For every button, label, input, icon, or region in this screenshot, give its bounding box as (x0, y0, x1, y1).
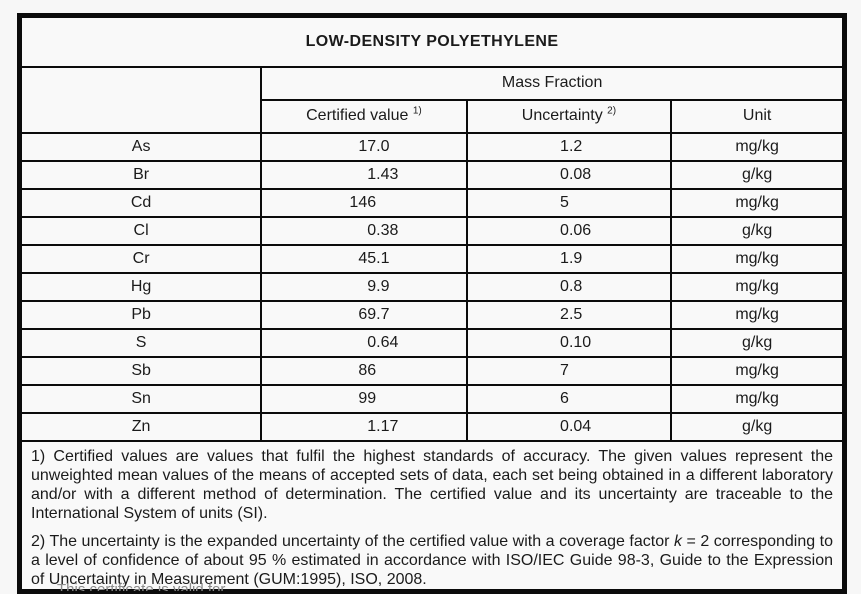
title-row: LOW-DENSITY POLYETHYLENE (18, 14, 846, 68)
certified-value-cell: 0.64 (260, 327, 468, 358)
table-row: Sb 86 7 mg/kg (18, 355, 846, 386)
table-row: Cr 45.1 1.9 mg/kg (18, 243, 846, 274)
certified-value-header: Certified value 1) (260, 98, 468, 134)
table-row: As 17.0 1.2 mg/kg (18, 131, 846, 162)
footnote-2-text-end: = 2 corresponding to a level of confiden… (31, 532, 833, 588)
certified-value-cell: 146 (260, 187, 468, 218)
footnote-1: 1) Certified values are values that fulf… (31, 447, 833, 522)
table-row: S 0.64 0.10 g/kg (18, 327, 846, 358)
table-row: Zn 1.17 0.04 g/kg (18, 411, 846, 442)
certified-value-cell: 17.0 (260, 131, 468, 162)
unit-cell: g/kg (670, 215, 846, 246)
certified-value-cell: 1.17 (260, 411, 468, 442)
certified-value-header-label: Certified value (306, 107, 409, 124)
certified-values-table: LOW-DENSITY POLYETHYLENE Mass Fraction C… (17, 13, 847, 594)
element-cell: Pb (18, 299, 263, 330)
table-row: Cd 146 5 mg/kg (18, 187, 846, 218)
unit-cell: mg/kg (670, 131, 846, 162)
uncertainty-cell: 7 (465, 355, 673, 386)
unit-cell: mg/kg (670, 271, 846, 302)
column-header-row: Certified value 1) Uncertainty 2) Unit (20, 98, 846, 134)
uncertainty-header-label: Uncertainty (521, 107, 603, 124)
certified-value-cell: 86 (260, 355, 468, 386)
unit-cell: g/kg (670, 327, 846, 358)
corner-empty-cell (18, 65, 263, 134)
element-cell: Cd (18, 187, 263, 218)
uncertainty-cell: 2.5 (465, 299, 673, 330)
certified-value-cell: 0.38 (260, 215, 468, 246)
unit-cell: mg/kg (670, 355, 846, 386)
element-cell: Cl (18, 215, 263, 246)
element-cell: Zn (18, 411, 263, 442)
uncertainty-cell: 0.10 (465, 327, 673, 358)
footnotes-row: 1) Certified values are values that fulf… (18, 439, 846, 592)
uncertainty-cell: 1.9 (465, 243, 673, 274)
uncertainty-cell: 5 (465, 187, 673, 218)
uncertainty-cell: 6 (465, 383, 673, 414)
unit-cell: mg/kg (670, 299, 846, 330)
unit-cell: mg/kg (670, 243, 846, 274)
uncertainty-cell: 0.06 (465, 215, 673, 246)
uncertainty-cell: 0.04 (465, 411, 673, 442)
certified-value-cell: 99 (260, 383, 468, 414)
footnote-2-k-symbol: k (673, 532, 682, 550)
element-cell: As (18, 131, 263, 162)
element-cell: Sb (18, 355, 263, 386)
certified-value-cell: 45.1 (260, 243, 468, 274)
footnotes-area: 1) Certified values are values that fulf… (18, 439, 846, 592)
clipped-bottom-text: This certificate is valid for (57, 581, 226, 591)
uncertainty-cell: 1.2 (465, 131, 673, 162)
uncertainty-cell: 0.8 (465, 271, 673, 302)
mass-fraction-header: Mass Fraction (260, 65, 846, 101)
unit-header: Unit (670, 98, 846, 134)
document-title: LOW-DENSITY POLYETHYLENE (18, 14, 846, 68)
table-row: Pb 69.7 2.5 mg/kg (18, 299, 846, 330)
table-row: Cl 0.38 0.06 g/kg (18, 215, 846, 246)
certified-value-cell: 9.9 (260, 271, 468, 302)
uncertainty-header: Uncertainty 2) (465, 98, 673, 134)
unit-cell: g/kg (670, 411, 846, 442)
element-cell: Cr (18, 243, 263, 274)
element-cell: S (18, 327, 263, 358)
uncertainty-cell: 0.08 (465, 159, 673, 190)
table-row: Sn 99 6 mg/kg (18, 383, 846, 414)
table-row: Br 1.43 0.08 g/kg (18, 159, 846, 190)
table-row: Hg 9.9 0.8 mg/kg (18, 271, 846, 302)
unit-cell: g/kg (670, 159, 846, 190)
footnote-ref-1: 1) (412, 105, 422, 117)
unit-cell: mg/kg (670, 383, 846, 414)
element-cell: Hg (18, 271, 263, 302)
element-cell: Sn (18, 383, 263, 414)
certified-value-cell: 69.7 (260, 299, 468, 330)
group-header-row: Mass Fraction (18, 65, 846, 134)
certified-value-cell: 1.43 (260, 159, 468, 190)
unit-cell: mg/kg (670, 187, 846, 218)
element-cell: Br (18, 159, 263, 190)
footnote-2-text-start: 2) The uncertainty is the expanded uncer… (31, 532, 674, 550)
footnote-2: 2) The uncertainty is the expanded uncer… (31, 532, 833, 589)
footnote-ref-2: 2) (607, 105, 617, 117)
